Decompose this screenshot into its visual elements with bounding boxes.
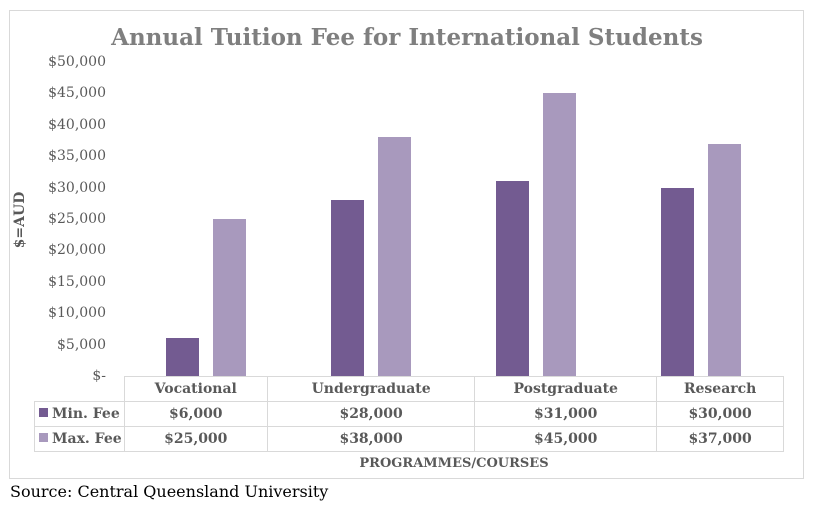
- y-tick-label: $15,000: [48, 273, 106, 290]
- bar-min-feeresearch: [661, 187, 694, 376]
- legend-label: Min. Fee: [52, 406, 120, 422]
- table-cell: $38,000: [267, 426, 476, 452]
- chart-title: Annual Tuition Fee for International Stu…: [111, 24, 703, 51]
- category-label: Research: [656, 376, 784, 402]
- table-cell: $30,000: [656, 401, 784, 427]
- legend-max-fee: Max. Fee: [34, 426, 125, 452]
- y-tick-label: $30,000: [48, 179, 106, 196]
- table-row: Max. Fee $25,000 $38,000 $45,000 $37,000: [34, 426, 784, 452]
- table-cell: $45,000: [474, 426, 658, 452]
- bar-max-feeresearch: [708, 143, 741, 376]
- y-tick-label: $5,000: [57, 336, 106, 353]
- y-tick-label: $45,000: [48, 85, 106, 102]
- table-cell: $31,000: [474, 401, 658, 427]
- legend-swatch-icon: [39, 433, 48, 442]
- bar-max-feeundergraduate: [378, 137, 411, 376]
- category-label: Vocational: [123, 376, 269, 402]
- y-tick-label: $50,000: [48, 54, 106, 70]
- source-note: Source: Central Queensland University: [10, 482, 329, 501]
- y-tick-label: $40,000: [48, 116, 106, 133]
- y-tick-label: $35,000: [48, 148, 106, 165]
- x-axis-title: PROGRAMMES/COURSES: [359, 456, 549, 471]
- category-label: Undergraduate: [267, 376, 476, 402]
- y-axis-title: $=AUD: [12, 191, 28, 249]
- legend-label: Max. Fee: [52, 431, 122, 447]
- y-tick-label: $20,000: [48, 242, 106, 259]
- bar-max-feepostgraduate: [543, 93, 576, 376]
- table-header-row: Vocational Undergraduate Postgraduate Re…: [34, 376, 784, 402]
- legend-min-fee: Min. Fee: [34, 401, 125, 427]
- bar-min-feeundergraduate: [331, 200, 364, 376]
- bar-max-feevocational: [213, 219, 246, 376]
- category-label: Postgraduate: [474, 376, 658, 402]
- y-tick-label: $25,000: [48, 211, 106, 227]
- table-cell: $37,000: [656, 426, 784, 452]
- table-cell: $25,000: [123, 426, 269, 452]
- y-tick-label: $10,000: [48, 305, 106, 322]
- legend-swatch-icon: [39, 408, 48, 417]
- bar-min-feepostgraduate: [496, 181, 529, 376]
- table-cell: $28,000: [267, 401, 476, 427]
- table-row: Min. Fee $6,000 $28,000 $31,000 $30,000: [34, 401, 784, 427]
- data-table: Vocational Undergraduate Postgraduate Re…: [34, 376, 784, 452]
- table-cell: $6,000: [123, 401, 269, 427]
- bar-min-feevocational: [166, 338, 199, 376]
